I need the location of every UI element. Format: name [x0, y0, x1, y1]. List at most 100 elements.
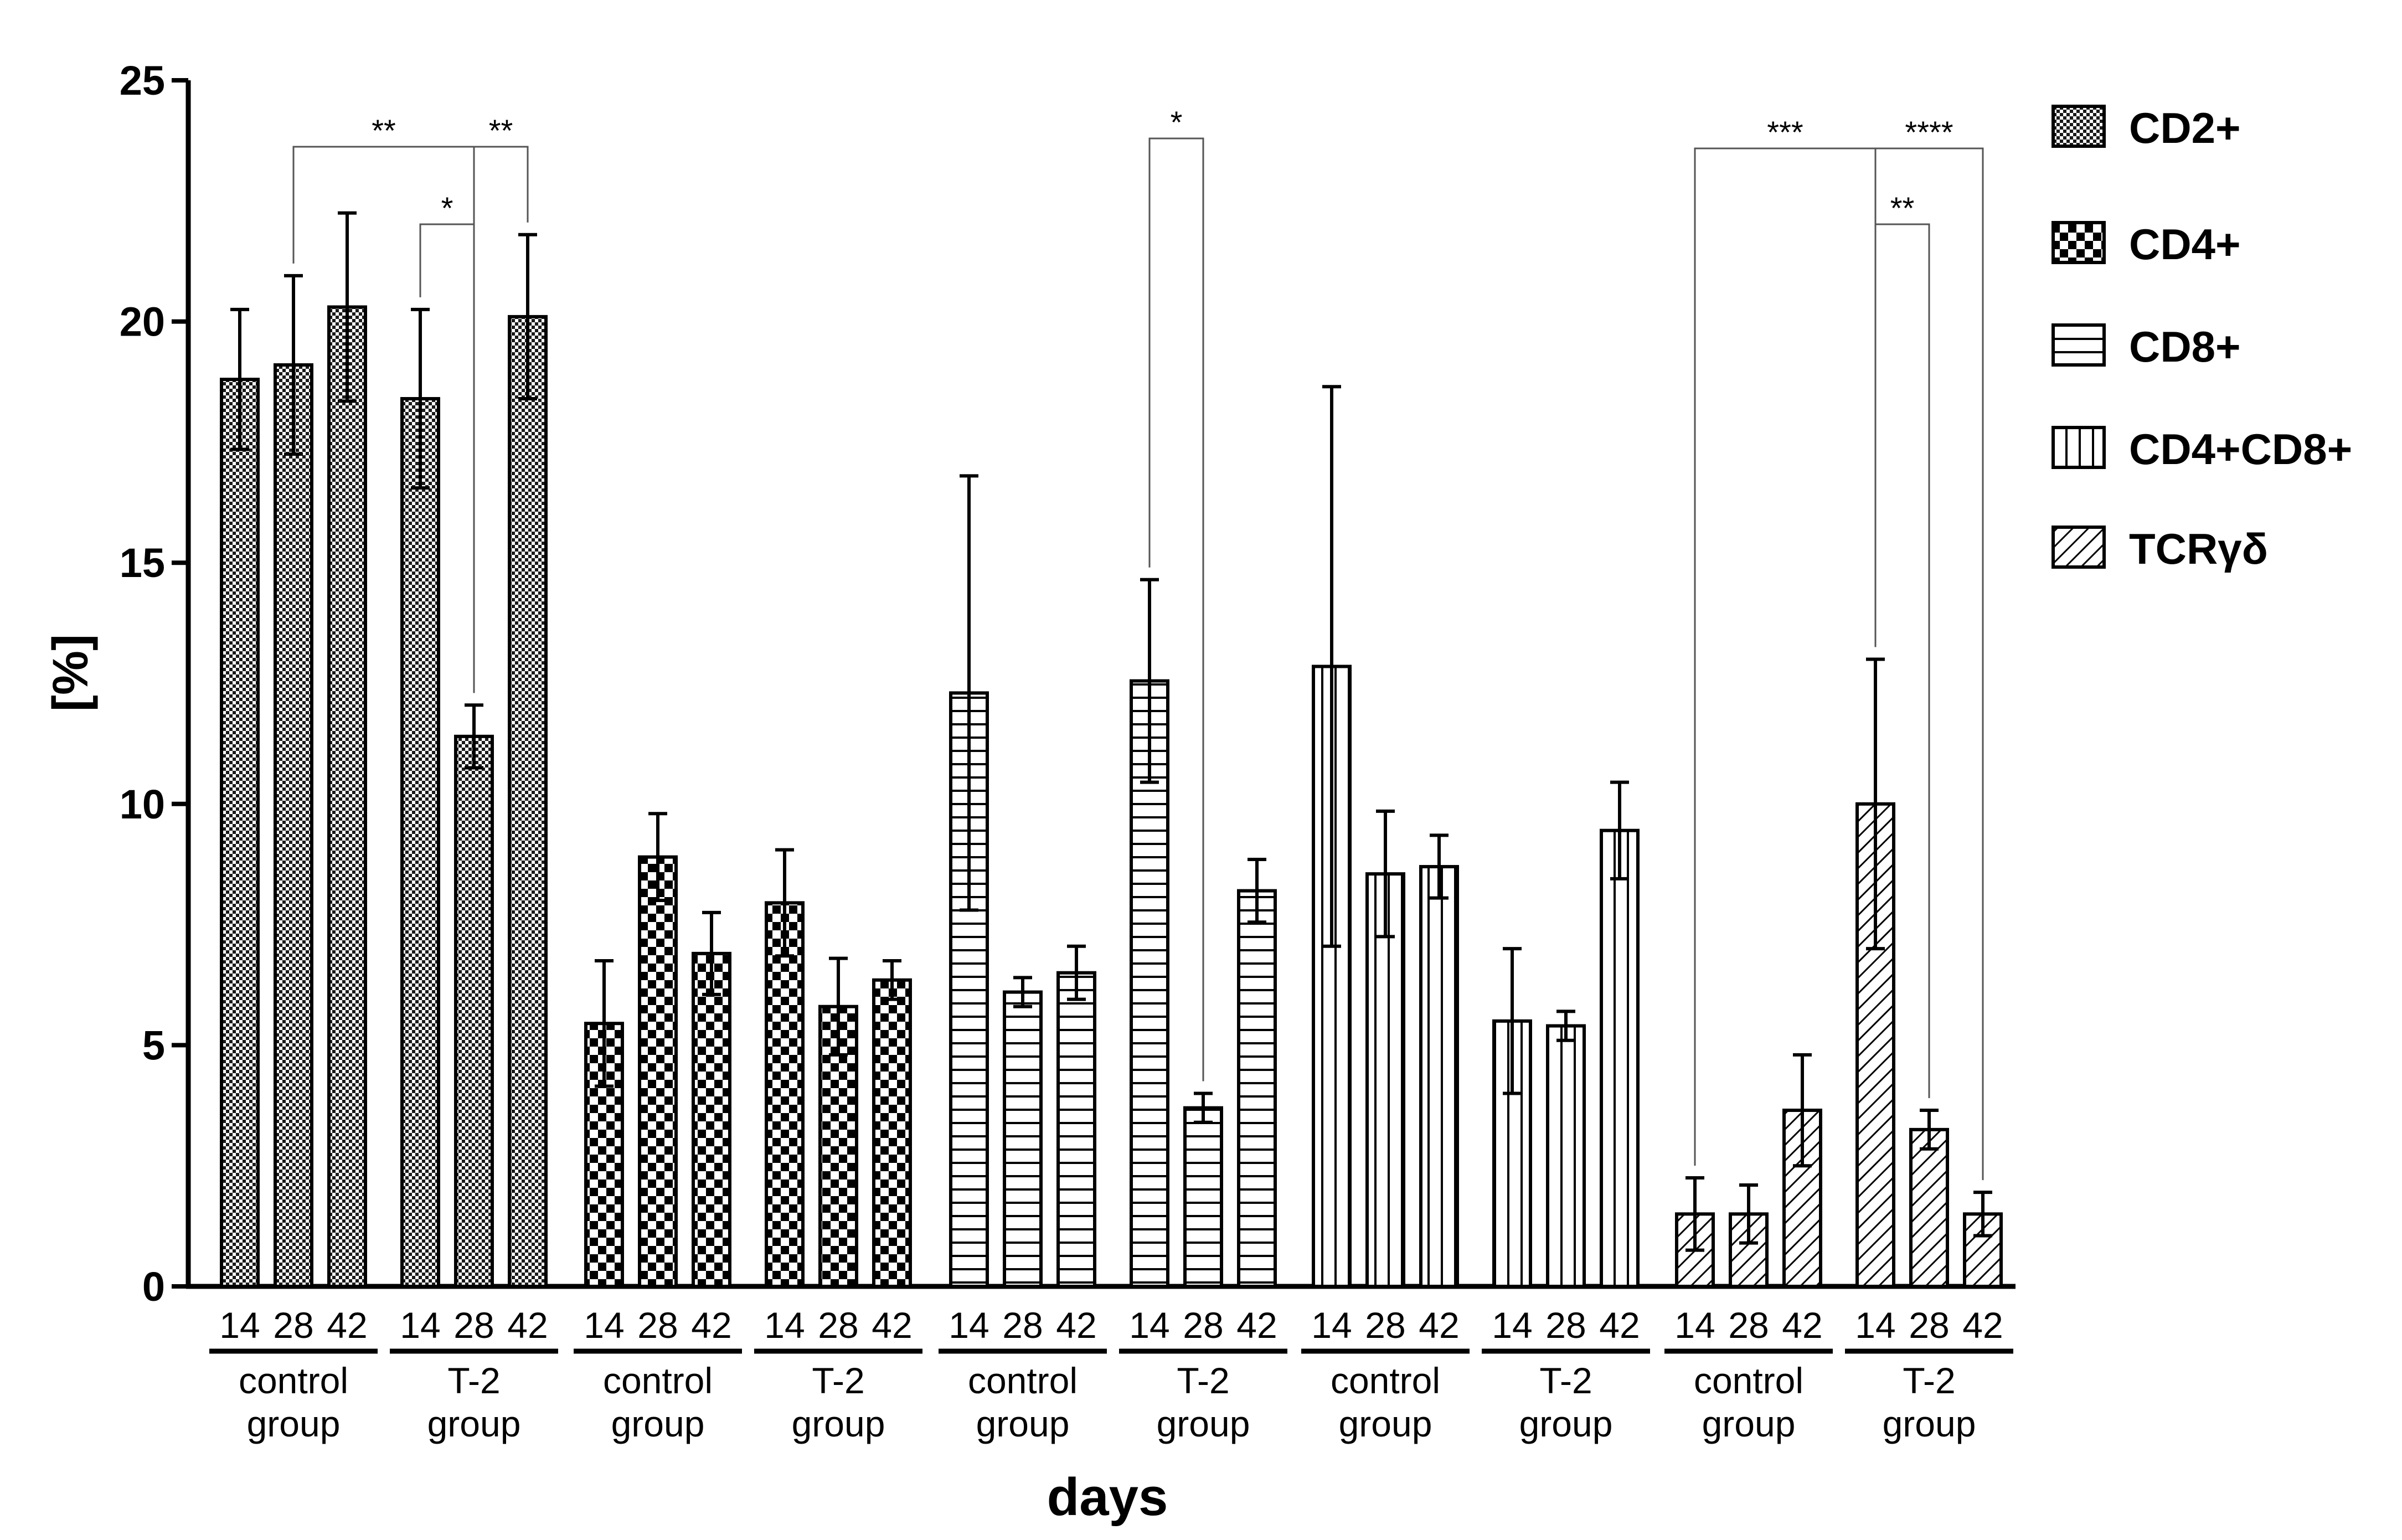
group-label-line1: control — [1331, 1360, 1440, 1401]
group-label-line1: T-2 — [1539, 1360, 1592, 1401]
x-tick-label: 28 — [1002, 1305, 1043, 1346]
legend-label: CD2+ — [2129, 104, 2241, 152]
group-label-line2: group — [792, 1403, 885, 1444]
group-label-line1: T-2 — [1903, 1360, 1955, 1401]
group-label-line1: T-2 — [1177, 1360, 1229, 1401]
y-axis-label: [%] — [43, 634, 99, 712]
significance-bracket: ** — [473, 113, 529, 693]
group-label-line1: T-2 — [812, 1360, 864, 1401]
bar — [454, 734, 494, 1289]
x-tick-label: 28 — [637, 1305, 678, 1346]
significance-label: * — [441, 190, 453, 225]
x-tick-label: 42 — [1056, 1305, 1096, 1346]
series-1 — [220, 211, 548, 1289]
x-tick-label: 14 — [1129, 1305, 1169, 1346]
y-tick-label: 10 — [120, 781, 165, 827]
legend-label: CD8+ — [2129, 322, 2241, 371]
bars-layer — [220, 211, 2003, 1289]
bar — [327, 305, 367, 1288]
legend-item: TCRγδ — [2052, 524, 2268, 573]
legend-item: CD8+ — [2052, 322, 2241, 371]
x-tick-label: 28 — [453, 1305, 494, 1346]
x-tick-label: 28 — [1728, 1305, 1769, 1346]
group-label-line1: control — [239, 1360, 348, 1401]
group-label-line2: group — [247, 1403, 341, 1444]
series-2 — [584, 812, 912, 1289]
bar — [400, 396, 440, 1289]
bar — [1237, 889, 1277, 1288]
bar — [1600, 828, 1640, 1288]
legend-item: CD4+CD8+ — [2052, 425, 2352, 473]
x-tick-label: 14 — [584, 1305, 624, 1346]
series-4 — [1312, 385, 1640, 1288]
bar — [1909, 1127, 1949, 1288]
y-tick-label: 20 — [120, 299, 165, 345]
significance-label: **** — [1905, 115, 1953, 150]
x-tick-label: 14 — [1855, 1305, 1895, 1346]
y-tick-label: 25 — [120, 58, 165, 104]
legend-swatch — [2052, 221, 2106, 264]
y-tick-label: 15 — [120, 540, 165, 586]
significance-label: ** — [489, 113, 513, 148]
group-label-line2: group — [1883, 1403, 1976, 1444]
significance-bracket: ** — [1874, 190, 1930, 1099]
group-label-line1: T-2 — [447, 1360, 500, 1401]
x-tick-label: 28 — [818, 1305, 858, 1346]
x-tick-label: 14 — [219, 1305, 260, 1346]
significance-label: ** — [1890, 190, 1915, 225]
bar — [274, 363, 313, 1288]
group-label-line2: group — [427, 1403, 521, 1444]
bar — [1183, 1106, 1223, 1288]
x-tick-label: 14 — [1492, 1305, 1532, 1346]
series-5 — [1675, 657, 2003, 1289]
x-tick-label: 14 — [1311, 1305, 1352, 1346]
x-tick-label: 28 — [1909, 1305, 1949, 1346]
y-tick-label: 5 — [142, 1022, 165, 1068]
bar — [638, 855, 678, 1288]
bar — [1003, 990, 1043, 1288]
significance-label: * — [1171, 105, 1183, 140]
legend-swatch — [2052, 526, 2106, 569]
legend-swatch — [2052, 323, 2106, 367]
legend-item: CD2+ — [2052, 104, 2241, 152]
x-tick-label: 42 — [1962, 1305, 2003, 1346]
x-tick-label: 42 — [1599, 1305, 1640, 1346]
x-tick-label: 42 — [691, 1305, 731, 1346]
legend-swatch — [2052, 426, 2106, 469]
group-label-line2: group — [1339, 1403, 1432, 1444]
bar — [692, 951, 731, 1288]
x-tick-label: 28 — [1545, 1305, 1586, 1346]
x-tick-label: 28 — [1183, 1305, 1223, 1346]
series-3 — [949, 474, 1277, 1288]
significance-label: ** — [372, 113, 396, 148]
x-tick-label: 14 — [1674, 1305, 1715, 1346]
legend-label: CD4+CD8+ — [2129, 425, 2352, 473]
x-tick-label: 42 — [327, 1305, 367, 1346]
x-tick-label: 14 — [949, 1305, 989, 1346]
legend-label: CD4+ — [2129, 220, 2241, 269]
group-label-line2: group — [1157, 1403, 1250, 1444]
bar — [220, 378, 260, 1288]
significance-bracket: * — [1148, 105, 1204, 1081]
x-tick-label: 14 — [764, 1305, 805, 1346]
bar — [765, 901, 805, 1288]
x-axis-label: days — [1047, 1467, 1168, 1527]
legend-label: TCRγδ — [2129, 524, 2268, 573]
legend-swatch — [2052, 105, 2106, 148]
legend-item: CD4+ — [2052, 220, 2241, 269]
significance-label: *** — [1767, 115, 1803, 150]
x-tick-label: 42 — [1419, 1305, 1459, 1346]
group-label-line2: group — [1702, 1403, 1796, 1444]
bar — [1419, 865, 1459, 1288]
bar — [508, 315, 548, 1289]
group-label-line2: group — [976, 1403, 1070, 1444]
x-tick-label: 42 — [872, 1305, 912, 1346]
legend: CD2+CD4+CD8+CD4+CD8+TCRγδ — [2052, 104, 2352, 573]
group-label-line1: control — [603, 1360, 713, 1401]
group-label-line1: control — [968, 1360, 1078, 1401]
x-tick-label: 14 — [400, 1305, 440, 1346]
x-tick-label: 42 — [507, 1305, 548, 1346]
